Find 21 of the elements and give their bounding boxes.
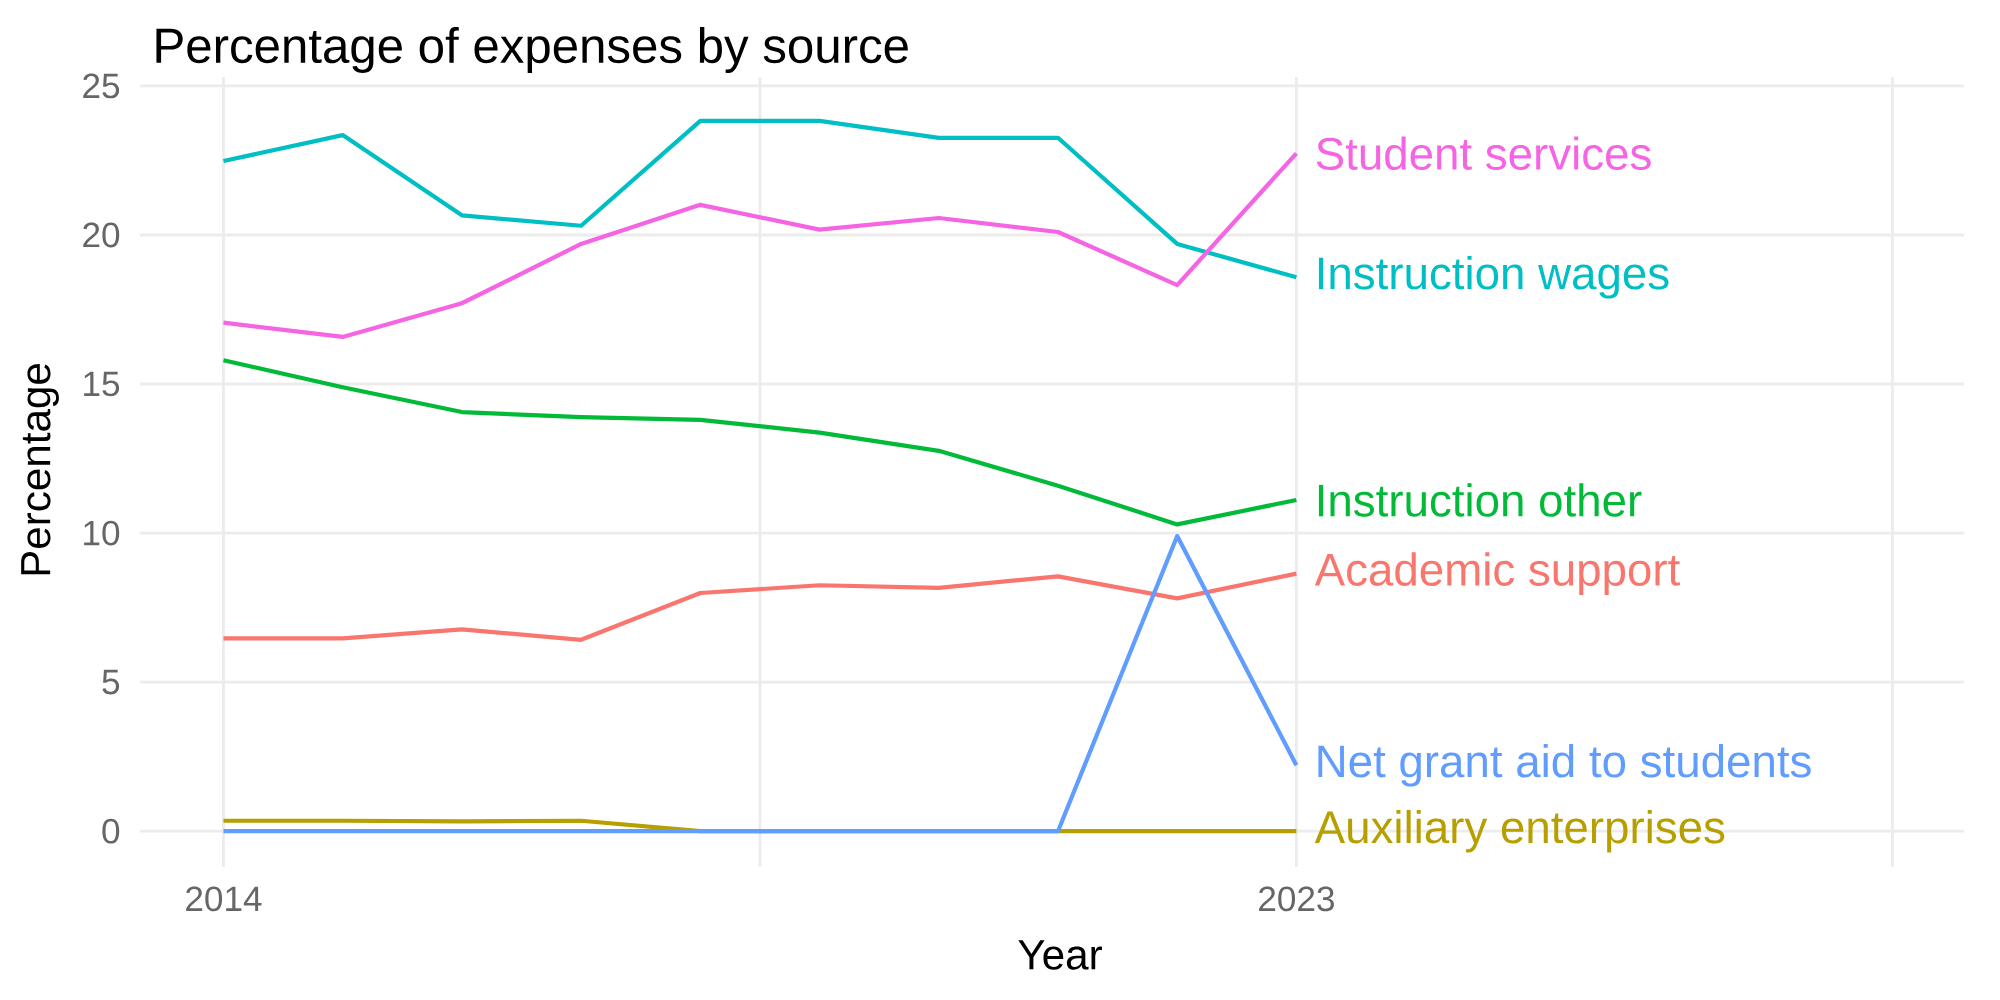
line-series — [221, 118, 1299, 280]
series-label: Auxiliary enterprises — [1314, 809, 1725, 853]
line-series — [221, 571, 1299, 642]
chart-title: Percentage of expenses by source — [156, 27, 908, 73]
y-tick-label: 25 — [83, 73, 120, 99]
x-tick-label: 2023 — [1259, 886, 1334, 912]
series-label: Student services — [1316, 136, 1651, 171]
y-tick-label: 20 — [83, 222, 120, 248]
series-label: Net grant aid to students — [1318, 744, 1811, 787]
x-tick-label: 2014 — [186, 886, 262, 912]
line-series — [221, 151, 1299, 340]
y-axis-title: Percentage — [21, 364, 59, 575]
y-tick-label: 0 — [102, 818, 120, 844]
series-label: Academic support — [1314, 552, 1680, 595]
series-label: Instruction other — [1318, 483, 1642, 517]
y-tick-label: 5 — [102, 669, 120, 695]
x-axis-title: Year — [1018, 940, 1102, 970]
y-tick-label: 15 — [84, 371, 120, 397]
series-label: Instruction wages — [1318, 256, 1669, 299]
y-tick-label: 10 — [84, 520, 120, 546]
line-series — [221, 358, 1299, 527]
